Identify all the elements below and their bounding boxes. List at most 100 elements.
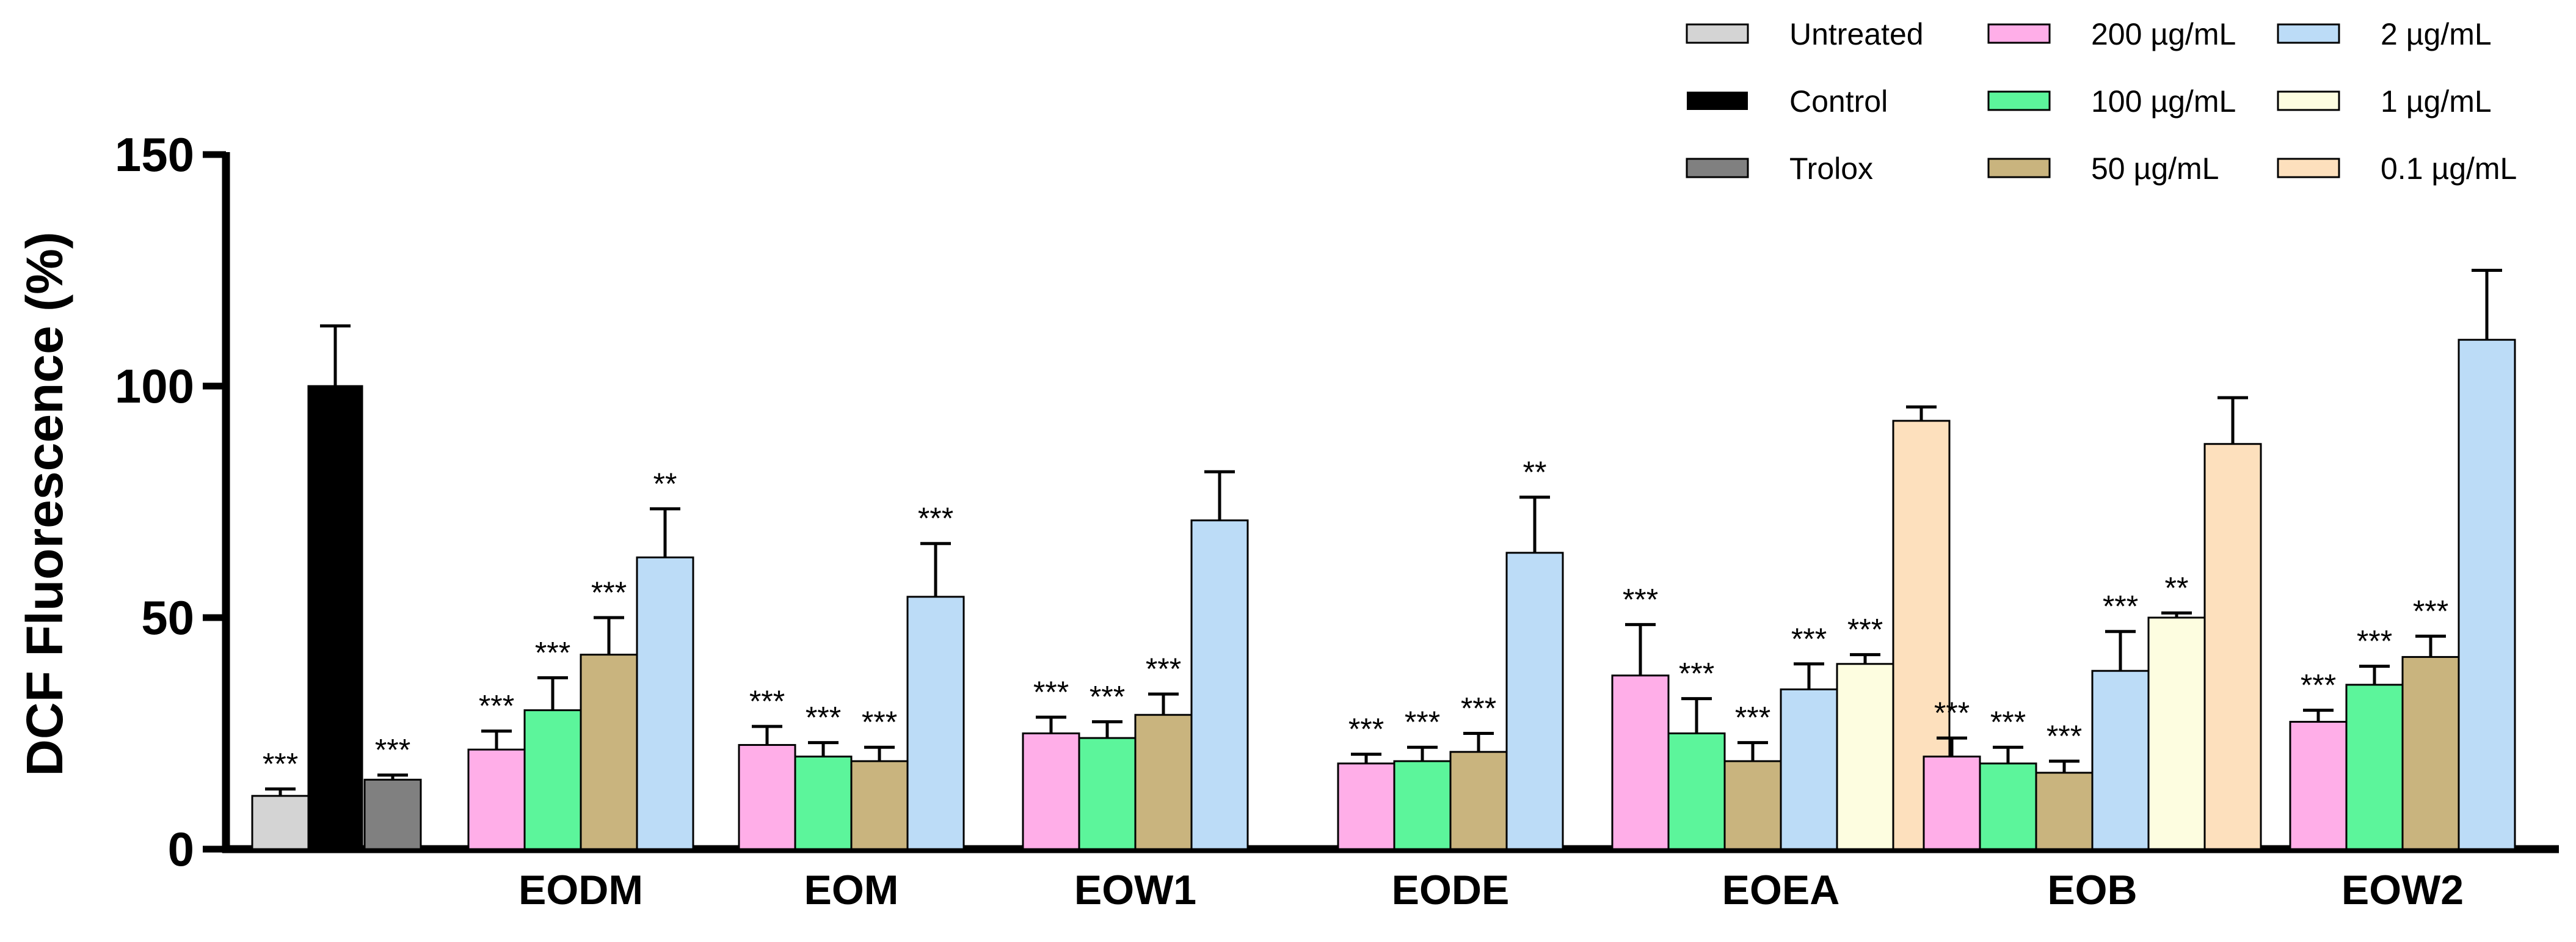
significance-label: *** [1791,622,1827,656]
significance-label: *** [1679,657,1714,691]
bar [467,748,526,850]
bar [1611,674,1670,850]
y-tick-label: 50 [141,591,194,644]
bar [2345,684,2404,850]
y-tick-label: 150 [115,128,194,181]
significance-label: *** [1990,705,2026,739]
bar [2147,616,2206,850]
significance-label: *** [479,689,514,723]
significance-label: *** [1146,652,1181,686]
bar [1190,519,1249,850]
significance-label: *** [862,705,897,739]
y-tick-label: 100 [115,359,194,413]
significance-label: *** [2103,590,2138,624]
legend-label: 0.1 µg/mL [2381,152,2517,186]
significance-label: *** [749,684,785,718]
legend-swatch [2277,90,2340,111]
significance-label: *** [2047,719,2082,753]
bar [1836,663,1894,850]
category-label: EODE [1392,867,1510,913]
bars [251,338,2516,850]
bar [906,596,965,850]
bar [1979,762,2037,850]
bar [636,556,694,850]
bar [1022,732,1080,850]
significance-label: *** [1461,692,1496,726]
error-bars [265,269,2502,796]
legend-label: Untreated [1789,17,1924,51]
bar [2401,655,2460,850]
significance-label: ** [1523,455,1547,489]
bar [2289,721,2348,850]
bar [850,760,909,850]
legend-swatch [2277,158,2340,178]
bar [1393,760,1452,850]
category-label: EOB [2047,867,2137,913]
y-axis-title: DCF Fluorescence (%) [16,232,73,776]
significance-label: *** [918,502,953,536]
legend-swatch [1987,158,2051,178]
legend-label: 100 µg/mL [2091,84,2236,119]
bar [1134,714,1193,850]
category-label: EOEA [1722,867,1840,913]
legend-label: 50 µg/mL [2091,152,2219,186]
bar [580,654,638,850]
legend-swatch [1686,23,1749,44]
legend: Untreated Control Trolox 200 µg/mL 100 µg/mL… [1686,17,2517,186]
significance-label: *** [1405,705,1440,739]
significance-label: *** [1934,696,1970,730]
significance-label: *** [1735,701,1770,735]
significance-label: *** [2357,624,2392,659]
bar [1923,755,1981,850]
bar [1505,552,1564,850]
category-label: EODM [518,867,643,913]
bar [523,709,582,850]
category-label: EOW1 [1074,867,1196,913]
legend-swatch [1987,23,2051,44]
significance-label: *** [1623,582,1658,616]
bar [1337,762,1395,850]
significance-label: *** [535,636,570,670]
bar [2035,772,2094,850]
legend-swatch [1687,92,1748,110]
bar [251,795,310,850]
y-tick-label: 0 [168,822,194,876]
legend-swatch [1987,90,2051,111]
significance-label: *** [1348,712,1384,747]
bar [1449,751,1508,850]
legend-label: Trolox [1789,152,1873,186]
bar [1667,732,1726,850]
bar [363,778,422,850]
bar [794,755,853,850]
category-label: EOW2 [2341,867,2464,913]
significance-label: *** [1090,680,1125,714]
significance-label: ** [653,467,677,501]
significance-label: *** [1847,613,1883,647]
significance-label: *** [263,747,298,781]
legend-label: 1 µg/mL [2381,84,2492,119]
category-labels: EODM EOM EOW1 EODE EOEA EOB EOW2 [518,867,2464,913]
bar [2458,338,2516,850]
bar [1078,737,1137,850]
significance-label: *** [2413,594,2448,628]
bar [1780,688,1838,850]
legend-label: 2 µg/mL [2381,17,2492,51]
bar [2203,443,2262,850]
significance-label: *** [2301,668,2336,703]
significance-labels: *** ***************** *** ********* ********… [263,455,2448,781]
legend-label: 200 µg/mL [2091,17,2236,51]
legend-swatch [2277,23,2340,44]
significance-label: *** [375,733,410,767]
legend-swatch [1686,158,1749,178]
bar [738,743,796,850]
category-label: EOM [804,867,899,913]
significance-label: *** [806,701,841,735]
significance-label: *** [1033,675,1069,709]
legend-label: Control [1789,84,1888,119]
significance-label: *** [591,575,627,610]
bar [307,385,363,850]
significance-label: ** [2165,571,2189,605]
bar [1723,760,1782,850]
bar [2091,670,2150,850]
